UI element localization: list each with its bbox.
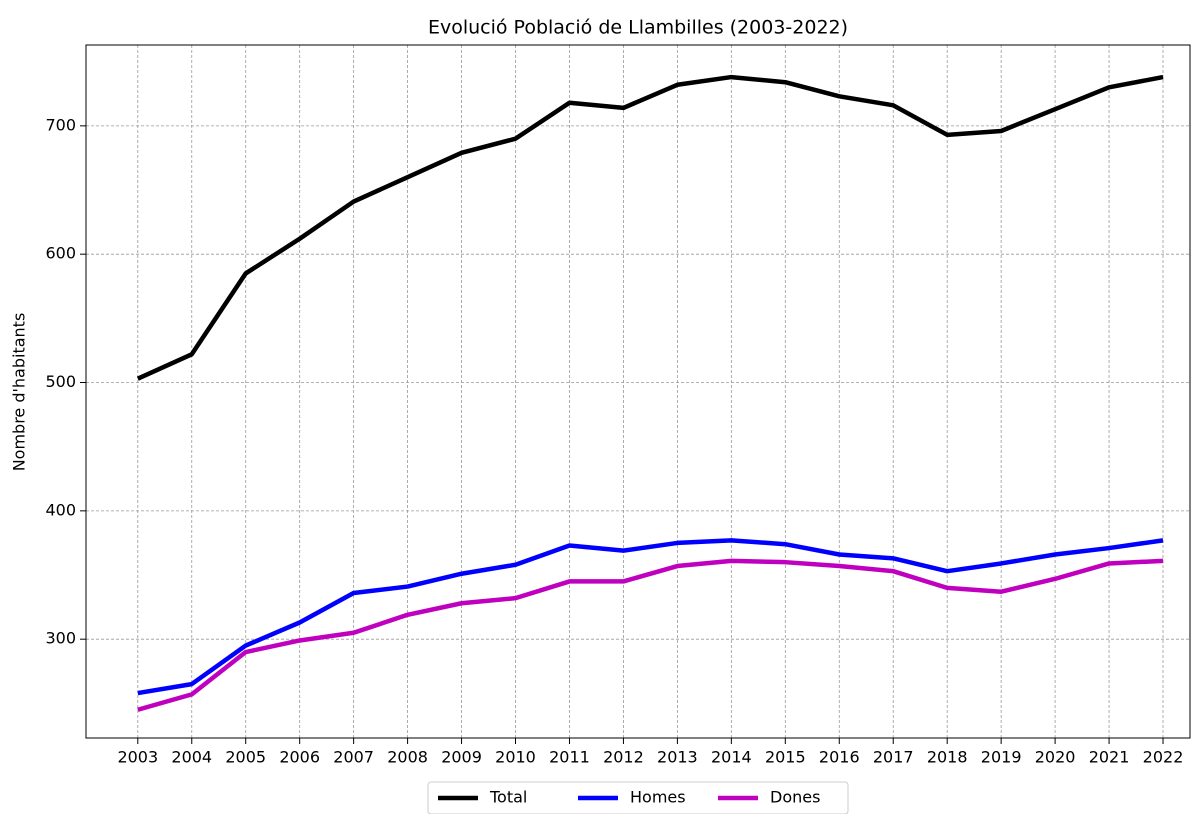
x-tick-label: 2022 <box>1143 748 1184 767</box>
x-tick-label: 2008 <box>387 748 428 767</box>
x-tick-label: 2011 <box>549 748 590 767</box>
y-axis-label: Nombre d'habitants <box>10 313 29 472</box>
y-tick-label: 600 <box>45 244 76 263</box>
x-tick-label: 2006 <box>279 748 320 767</box>
x-tick-label: 2019 <box>981 748 1022 767</box>
line-series <box>137 558 1164 712</box>
x-tick-label: 2003 <box>117 748 158 767</box>
y-tick-label: 500 <box>45 372 76 391</box>
legend-label: Dones <box>770 788 820 807</box>
legend-label: Total <box>489 788 527 807</box>
y-tick-label: 400 <box>45 500 76 519</box>
x-tick-label: 2020 <box>1035 748 1076 767</box>
y-tick-label: 700 <box>45 115 76 134</box>
x-tick-label: 2012 <box>603 748 644 767</box>
line-series <box>137 538 1164 696</box>
x-tick-label: 2009 <box>441 748 482 767</box>
x-tick-label: 2013 <box>657 748 698 767</box>
x-tick-label: 2007 <box>333 748 374 767</box>
x-tick-label: 2021 <box>1089 748 1130 767</box>
x-tick-label: 2016 <box>819 748 860 767</box>
x-tick-label: 2014 <box>711 748 752 767</box>
x-tick-label: 2015 <box>765 748 806 767</box>
x-tick-label: 2017 <box>873 748 914 767</box>
legend-label: Homes <box>630 788 686 807</box>
x-tick-label: 2004 <box>171 748 212 767</box>
line-series <box>136 74 1164 381</box>
x-tick-label: 2005 <box>225 748 266 767</box>
x-tick-label: 2018 <box>927 748 968 767</box>
chart-title: Evolució Població de Llambilles (2003-20… <box>428 17 848 39</box>
y-tick-label: 300 <box>45 629 76 648</box>
plot-frame <box>85 44 1191 739</box>
x-tick-label: 2010 <box>495 748 536 767</box>
